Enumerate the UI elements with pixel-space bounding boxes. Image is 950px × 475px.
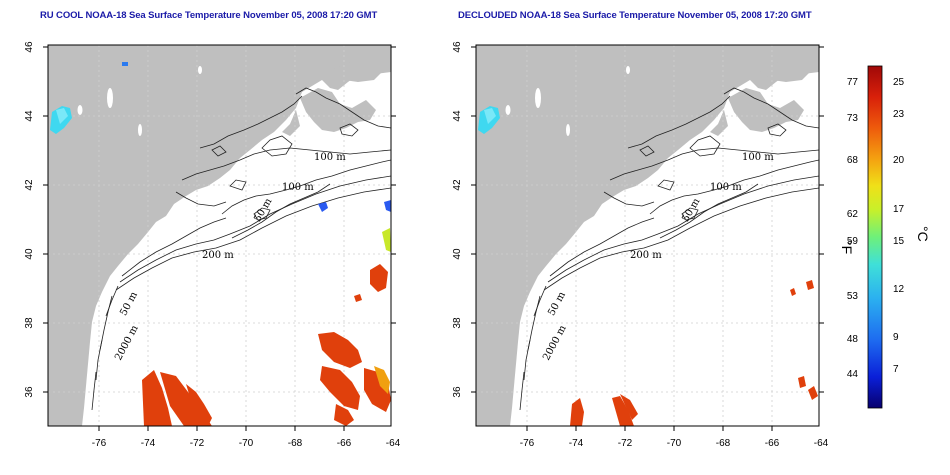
left-x-tick--68: -68 (288, 438, 303, 449)
left-y-tick-38: 38 (24, 317, 35, 329)
right-y-tick-44: 44 (452, 110, 463, 122)
colorbar-c-label-7: 7 (893, 364, 899, 375)
colorbar-c-label-9: 9 (893, 332, 899, 343)
left-x-tick--70: -70 (239, 438, 254, 449)
right-x-tick--70: -70 (667, 438, 682, 449)
right-y-tick-40: 40 (452, 248, 463, 260)
colorbar-f-label-48: 48 (847, 334, 859, 345)
left-x-tick-labels: -76 -74 -72 -70 -68 -66 -64 (92, 438, 401, 449)
left-y-tick-46: 46 (24, 41, 35, 53)
colorbar-f-label-44: 44 (847, 369, 859, 380)
colorbar-f-label-53: 53 (847, 291, 859, 302)
left-x-tick--76: -76 (92, 438, 107, 449)
right-y-tick-38: 38 (452, 317, 463, 329)
right-y-tick-labels: 46 44 42 40 38 36 (452, 41, 463, 398)
left-y-tick-44: 44 (24, 110, 35, 122)
left-panel-title: RU COOL NOAA-18 Sea Surface Temperature … (40, 10, 378, 21)
right-x-tick--68: -68 (716, 438, 731, 449)
left-basemap (48, 45, 391, 426)
colorbar-f-label-68: 68 (847, 155, 859, 166)
colorbar-c-label-23: 23 (893, 109, 905, 120)
right-x-tick--76: -76 (520, 438, 535, 449)
colorbar-c-label-17: 17 (893, 204, 905, 215)
right-x-tick--64: -64 (814, 438, 829, 449)
left-y-tick-labels: 46 44 42 40 38 36 (24, 41, 35, 398)
colorbar-c-label-15: 15 (893, 236, 905, 247)
colorbar-c-label-25: 25 (893, 77, 905, 88)
right-x-tick--74: -74 (569, 438, 584, 449)
left-y-tick-42: 42 (24, 179, 35, 191)
left-y-tick-40: 40 (24, 248, 35, 260)
right-y-tick-46: 46 (452, 41, 463, 53)
left-x-tick--74: -74 (141, 438, 156, 449)
colorbar-f-label-59: 59 (847, 236, 859, 247)
right-x-tick--66: -66 (765, 438, 780, 449)
left-x-tick--64: -64 (386, 438, 401, 449)
right-sst-warm-patches (570, 280, 818, 426)
right-x-tick-labels: -76 -74 -72 -70 -68 -66 -64 (520, 438, 829, 449)
right-map-panel: -76 -74 -72 -70 -68 -66 -64 46 44 42 40 38 36 (452, 41, 829, 449)
colorbar-f-label-77: 77 (847, 77, 859, 88)
right-y-tick-36: 36 (452, 386, 463, 398)
right-y-tick-42: 42 (452, 179, 463, 191)
right-panel-title: DECLOUDED NOAA-18 Sea Surface Temperatur… (458, 10, 812, 21)
colorbar-f-label-73: 73 (847, 113, 859, 124)
celsius-unit-label: °C (915, 226, 931, 242)
colorbar-c-label-20: 20 (893, 155, 905, 166)
colorbar-f-label-62: 62 (847, 209, 859, 220)
left-x-tick--72: -72 (190, 438, 205, 449)
colorbar: 77 73 68 62 59 53 48 44 25 23 20 17 15 12 9 7 °F °C (839, 65, 931, 409)
colorbar-celsius-labels: 25 23 20 17 15 12 9 7 (893, 77, 905, 375)
right-x-tick--72: -72 (618, 438, 633, 449)
colorbar-gradient (867, 65, 883, 409)
left-y-tick-36: 36 (24, 386, 35, 398)
colorbar-c-label-12: 12 (893, 284, 905, 295)
left-x-tick--66: -66 (337, 438, 352, 449)
left-map-panel: -76 -74 -72 -70 -68 -66 -64 46 44 42 40 38 36 (24, 41, 401, 449)
left-sst-warm-patches (142, 264, 391, 426)
right-basemap (476, 45, 819, 426)
colorbar-fahrenheit-labels: 77 73 68 62 59 53 48 44 (847, 77, 859, 380)
fahrenheit-unit-label: °F (839, 240, 855, 254)
